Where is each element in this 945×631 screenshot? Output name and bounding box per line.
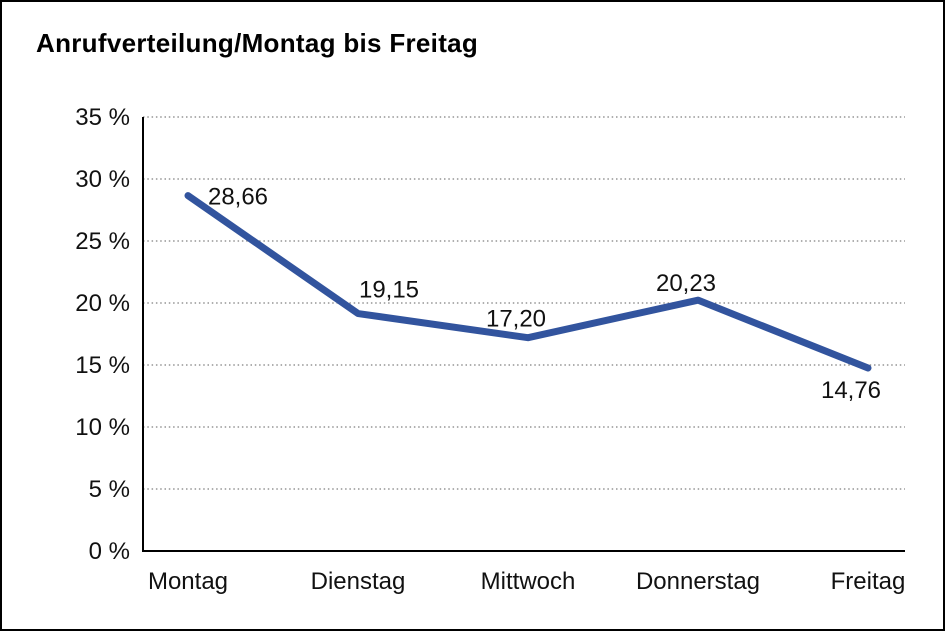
data-point-label: 19,15 [359, 277, 419, 304]
data-point-label: 20,23 [656, 270, 716, 297]
data-line [184, 192, 872, 372]
x-tick-label: Freitag [831, 568, 906, 595]
y-tick-label: 15 % [75, 352, 130, 379]
x-tick-label: Mittwoch [481, 568, 576, 595]
chart-title: Anrufverteilung/Montag bis Freitag [36, 28, 479, 58]
y-tick-label: 30 % [75, 166, 130, 193]
data-point-label: 28,66 [208, 184, 268, 211]
y-tick-label: 5 % [89, 476, 130, 503]
x-tick-label: Montag [148, 568, 228, 595]
data-point-label: 14,76 [821, 377, 881, 404]
y-tick-label: 10 % [75, 414, 130, 441]
y-tick-label: 35 % [75, 104, 130, 131]
x-tick-label: Dienstag [311, 568, 406, 595]
data-point-label: 17,20 [486, 306, 546, 333]
x-tick-label: Donnerstag [636, 568, 760, 595]
y-tick-label: 25 % [75, 228, 130, 255]
y-tick-label: 0 % [89, 538, 130, 565]
y-tick-label: 20 % [75, 290, 130, 317]
